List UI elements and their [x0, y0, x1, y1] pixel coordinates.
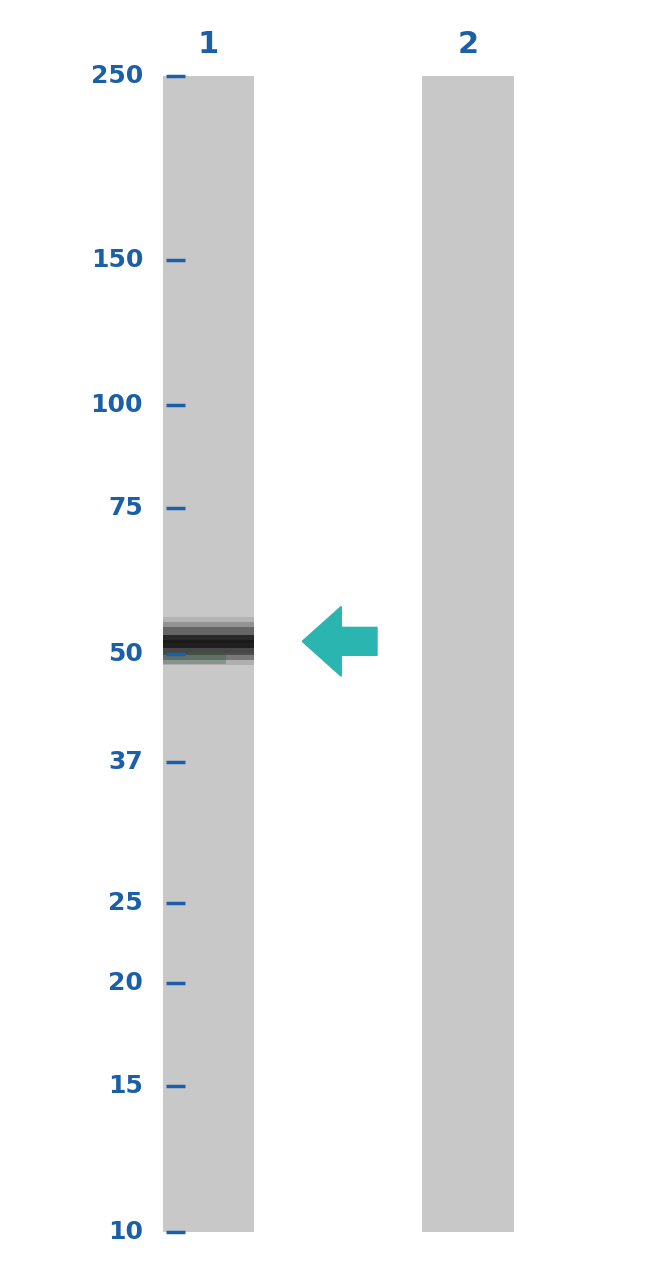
Bar: [422, 76, 514, 1232]
Bar: [162, 648, 254, 660]
Bar: [162, 643, 254, 655]
Bar: [162, 635, 254, 648]
Text: 2: 2: [458, 30, 478, 58]
Text: 250: 250: [91, 65, 143, 88]
FancyArrow shape: [302, 606, 377, 676]
Bar: [162, 622, 254, 635]
Text: 20: 20: [108, 972, 143, 994]
Text: 10: 10: [108, 1220, 143, 1243]
Text: 37: 37: [109, 751, 143, 775]
Text: 150: 150: [90, 248, 143, 272]
Text: 100: 100: [90, 394, 143, 417]
Text: 50: 50: [108, 643, 143, 665]
Text: 75: 75: [109, 497, 143, 521]
Text: 15: 15: [108, 1074, 143, 1099]
Text: 1: 1: [198, 30, 218, 58]
Bar: [162, 627, 254, 640]
Bar: [162, 617, 254, 630]
Text: 25: 25: [109, 892, 143, 914]
Bar: [162, 653, 254, 665]
Bar: [162, 652, 226, 664]
Bar: [162, 76, 254, 1232]
